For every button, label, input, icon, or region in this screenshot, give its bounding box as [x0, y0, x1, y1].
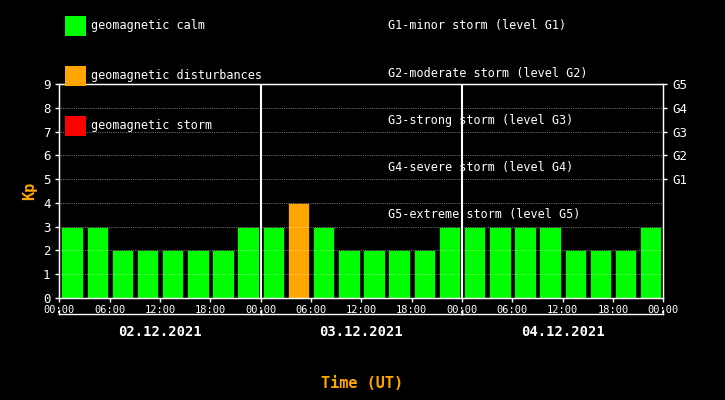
Bar	[86, 227, 108, 298]
Bar	[212, 250, 233, 298]
Text: G4-severe storm (level G4): G4-severe storm (level G4)	[388, 161, 573, 174]
Text: G1-minor storm (level G1): G1-minor storm (level G1)	[388, 20, 566, 32]
Bar	[615, 250, 637, 298]
Bar	[640, 227, 661, 298]
Bar	[539, 227, 561, 298]
Bar	[187, 250, 209, 298]
Bar	[514, 227, 536, 298]
Text: 03.12.2021: 03.12.2021	[320, 325, 403, 339]
Text: 04.12.2021: 04.12.2021	[521, 325, 605, 339]
Bar	[288, 203, 309, 298]
Bar	[565, 250, 586, 298]
Text: Time (UT): Time (UT)	[321, 376, 404, 392]
Bar	[389, 250, 410, 298]
Bar	[137, 250, 158, 298]
Text: G5-extreme storm (level G5): G5-extreme storm (level G5)	[388, 208, 580, 221]
Bar	[162, 250, 183, 298]
Y-axis label: Kp: Kp	[22, 182, 38, 200]
Bar	[112, 250, 133, 298]
Bar	[464, 227, 485, 298]
Bar	[238, 227, 259, 298]
Bar	[589, 250, 611, 298]
Bar	[363, 250, 385, 298]
Text: geomagnetic disturbances: geomagnetic disturbances	[91, 70, 262, 82]
Bar	[338, 250, 360, 298]
Bar	[262, 227, 284, 298]
Text: G2-moderate storm (level G2): G2-moderate storm (level G2)	[388, 67, 587, 80]
Text: geomagnetic storm: geomagnetic storm	[91, 120, 212, 132]
Bar	[414, 250, 435, 298]
Text: 02.12.2021: 02.12.2021	[118, 325, 202, 339]
Bar	[489, 227, 510, 298]
Bar	[439, 227, 460, 298]
Text: G3-strong storm (level G3): G3-strong storm (level G3)	[388, 114, 573, 127]
Bar	[62, 227, 83, 298]
Bar	[313, 227, 334, 298]
Text: geomagnetic calm: geomagnetic calm	[91, 20, 204, 32]
